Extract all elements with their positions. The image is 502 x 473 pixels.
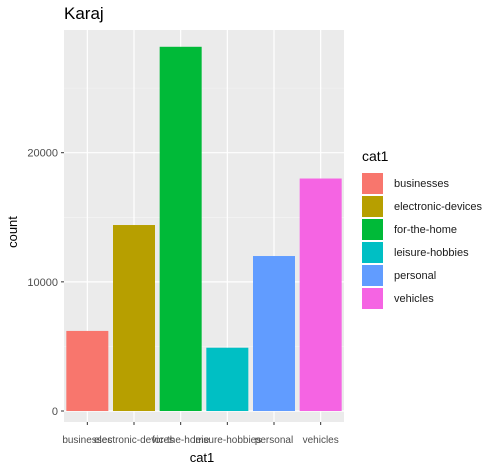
legend-key bbox=[362, 288, 383, 309]
x-tick-label: for-the-home bbox=[152, 435, 210, 446]
legend-key bbox=[362, 242, 383, 263]
legend-label: personal bbox=[394, 269, 437, 282]
legend-label: leisure-hobbies bbox=[394, 246, 469, 259]
bar-layer bbox=[66, 46, 342, 412]
bar-electronic-devices bbox=[113, 225, 155, 411]
bar-personal bbox=[253, 256, 295, 411]
legend-label: for-the-home bbox=[394, 223, 457, 236]
plot-panel bbox=[64, 30, 344, 422]
legend-item: vehicles bbox=[362, 287, 434, 310]
x-axis-title: cat1 bbox=[190, 450, 215, 465]
legend-title: cat1 bbox=[362, 148, 389, 164]
legend-key bbox=[362, 196, 383, 217]
legend-label: electronic-devices bbox=[394, 200, 483, 213]
legend-item: for-the-home bbox=[362, 218, 457, 241]
y-tick-label: 10000 bbox=[27, 277, 58, 289]
legend-label: businesses bbox=[394, 177, 450, 190]
legend-item: leisure-hobbies bbox=[362, 241, 469, 264]
x-tick-label: vehicles bbox=[303, 435, 339, 446]
y-axis-title: count bbox=[5, 216, 20, 248]
legend-item: electronic-devices bbox=[362, 195, 482, 218]
x-tick-label: personal bbox=[255, 435, 293, 446]
y-tick-label: 0 bbox=[52, 406, 58, 418]
bar-leisure-hobbies bbox=[206, 347, 249, 411]
legend-key bbox=[362, 173, 383, 194]
bar-businesses bbox=[66, 330, 109, 411]
plot-title: Karaj bbox=[64, 4, 104, 23]
legend-label: vehicles bbox=[394, 292, 434, 305]
bar-for-the-home bbox=[159, 46, 202, 412]
legend-item: businesses bbox=[362, 172, 449, 195]
axis-layer: 0 10000 20000 businesseselectronic-devicesf… bbox=[27, 148, 338, 446]
legend-key bbox=[362, 265, 383, 286]
legend-item: personal bbox=[362, 264, 436, 287]
legend-key bbox=[362, 219, 383, 240]
x-tick-label: leisure-hobbies bbox=[193, 435, 261, 446]
x-tick-label: businesses bbox=[62, 435, 112, 446]
x-tick-label: electronic-devices bbox=[94, 435, 174, 446]
y-tick-label: 20000 bbox=[27, 148, 58, 160]
bar-vehicles bbox=[299, 178, 342, 411]
